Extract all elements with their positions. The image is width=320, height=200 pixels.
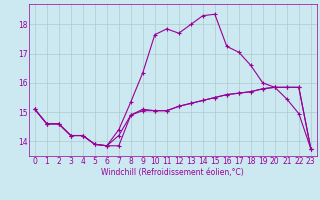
X-axis label: Windchill (Refroidissement éolien,°C): Windchill (Refroidissement éolien,°C): [101, 168, 244, 177]
